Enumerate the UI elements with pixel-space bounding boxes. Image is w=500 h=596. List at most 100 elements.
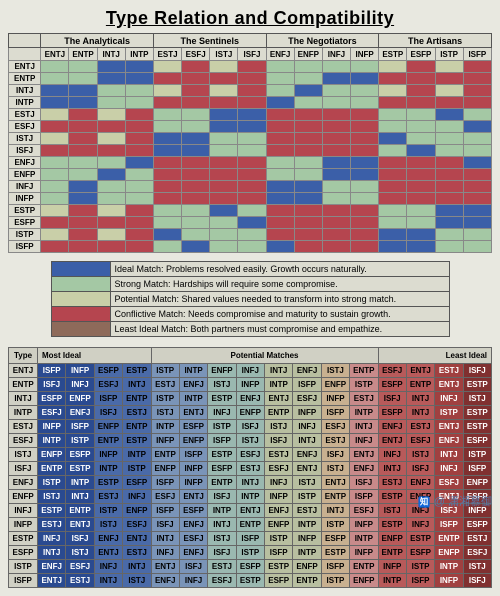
- c2-cell: INTP: [265, 378, 293, 392]
- matrix-cell: [182, 73, 210, 85]
- c2-cell: ISTJ: [123, 574, 151, 588]
- c2-cell: ENFP: [236, 406, 264, 420]
- c2-cell: ENTP: [66, 504, 94, 518]
- c2-cell: ISTJ: [151, 406, 179, 420]
- c2-cell: ENTP: [293, 574, 321, 588]
- c2-cell: ESTJ: [406, 420, 434, 434]
- col-header: ISTP: [435, 48, 463, 61]
- matrix-cell: [238, 97, 266, 109]
- c2-cell: INTP: [350, 532, 378, 546]
- matrix-cell: [351, 97, 379, 109]
- c2-cell: INTJ: [435, 448, 463, 462]
- c2-cell: INTP: [293, 518, 321, 532]
- matrix-cell: [182, 121, 210, 133]
- col-header: ENFP: [294, 48, 322, 61]
- c2-cell: ISFJ: [463, 364, 491, 378]
- matrix-cell: [463, 85, 491, 97]
- matrix-cell: [153, 193, 181, 205]
- matrix-cell: [125, 61, 153, 73]
- matrix-cell: [210, 73, 238, 85]
- matrix-cell: [41, 193, 69, 205]
- c2-cell: INFJ: [435, 392, 463, 406]
- matrix-cell: [182, 133, 210, 145]
- c2-cell: ESTP: [463, 378, 491, 392]
- matrix-cell: [463, 121, 491, 133]
- c2-cell: INFP: [265, 490, 293, 504]
- c2-cell: ESTP: [38, 504, 66, 518]
- c2-cell: ENTJ: [179, 406, 207, 420]
- matrix-cell: [153, 157, 181, 169]
- c2-cell: ESFP: [321, 532, 349, 546]
- c2-cell: INFP: [350, 518, 378, 532]
- c2-cell: ESFJ: [236, 448, 264, 462]
- c2-cell: ENTJ: [66, 518, 94, 532]
- c2-cell: ESTJ: [321, 434, 349, 448]
- matrix-cell: [182, 109, 210, 121]
- c2-cell: ENTP: [208, 476, 236, 490]
- c2-cell: INTP: [350, 406, 378, 420]
- c2-cell: ESFP: [406, 546, 434, 560]
- matrix-cell: [435, 97, 463, 109]
- c2-cell: ENFJ: [293, 364, 321, 378]
- legend-text: Least Ideal Match: Both partners must co…: [110, 322, 449, 337]
- c2-cell: ESTJ: [265, 448, 293, 462]
- c2-cell: ISTP: [151, 392, 179, 406]
- matrix-cell: [407, 145, 435, 157]
- matrix-cell: [210, 193, 238, 205]
- c2-cell: ESFJ: [321, 420, 349, 434]
- matrix-cell: [182, 61, 210, 73]
- c2-cell: INFP: [179, 476, 207, 490]
- c2-cell: INTJ: [350, 420, 378, 434]
- matrix-cell: [435, 205, 463, 217]
- matrix-cell: [182, 169, 210, 181]
- matrix-cell: [351, 205, 379, 217]
- col-header: ESTP: [379, 48, 407, 61]
- matrix-cell: [125, 145, 153, 157]
- matrix-cell: [153, 73, 181, 85]
- c2-cell: ESTJ: [94, 490, 122, 504]
- c2-row-type: ESTP: [9, 532, 38, 546]
- row-header: ESFP: [9, 217, 41, 229]
- matrix-cell: [407, 133, 435, 145]
- c2-cell: ISTJ: [406, 448, 434, 462]
- matrix-cell: [322, 241, 350, 253]
- c2-cell: ENTJ: [350, 448, 378, 462]
- c2-cell: INFJ: [123, 490, 151, 504]
- matrix-cell: [69, 229, 97, 241]
- matrix-cell: [294, 145, 322, 157]
- c2-header-least: Least Ideal: [378, 348, 492, 364]
- matrix-cell: [379, 97, 407, 109]
- matrix-cell: [266, 205, 294, 217]
- matrix-cell: [69, 121, 97, 133]
- matrix-cell: [407, 169, 435, 181]
- c2-cell: ENFP: [179, 434, 207, 448]
- c2-header-ideal: Most Ideal: [38, 348, 152, 364]
- c2-cell: ESTP: [208, 448, 236, 462]
- matrix-cell: [294, 157, 322, 169]
- c2-cell: ISTP: [208, 420, 236, 434]
- matrix-cell: [41, 157, 69, 169]
- c2-cell: INTP: [38, 434, 66, 448]
- matrix-cell: [266, 181, 294, 193]
- matrix-cell: [435, 133, 463, 145]
- c2-cell: INFJ: [151, 546, 179, 560]
- matrix-cell: [407, 61, 435, 73]
- c2-cell: INFJ: [265, 476, 293, 490]
- c2-cell: INTJ: [208, 518, 236, 532]
- matrix-cell: [435, 73, 463, 85]
- c2-cell: ESFP: [94, 364, 122, 378]
- c2-cell: ESTJ: [123, 406, 151, 420]
- matrix-cell: [435, 109, 463, 121]
- c2-cell: INFP: [350, 546, 378, 560]
- matrix-cell: [266, 97, 294, 109]
- matrix-cell: [322, 169, 350, 181]
- matrix-cell: [69, 97, 97, 109]
- c2-cell: ESTP: [378, 518, 406, 532]
- matrix-cell: [351, 193, 379, 205]
- matrix-cell: [463, 97, 491, 109]
- c2-row-type: ISTP: [9, 560, 38, 574]
- c2-cell: INTJ: [123, 378, 151, 392]
- c2-cell: INFJ: [94, 560, 122, 574]
- c2-cell: ISTP: [265, 532, 293, 546]
- c2-cell: ISTJ: [378, 504, 406, 518]
